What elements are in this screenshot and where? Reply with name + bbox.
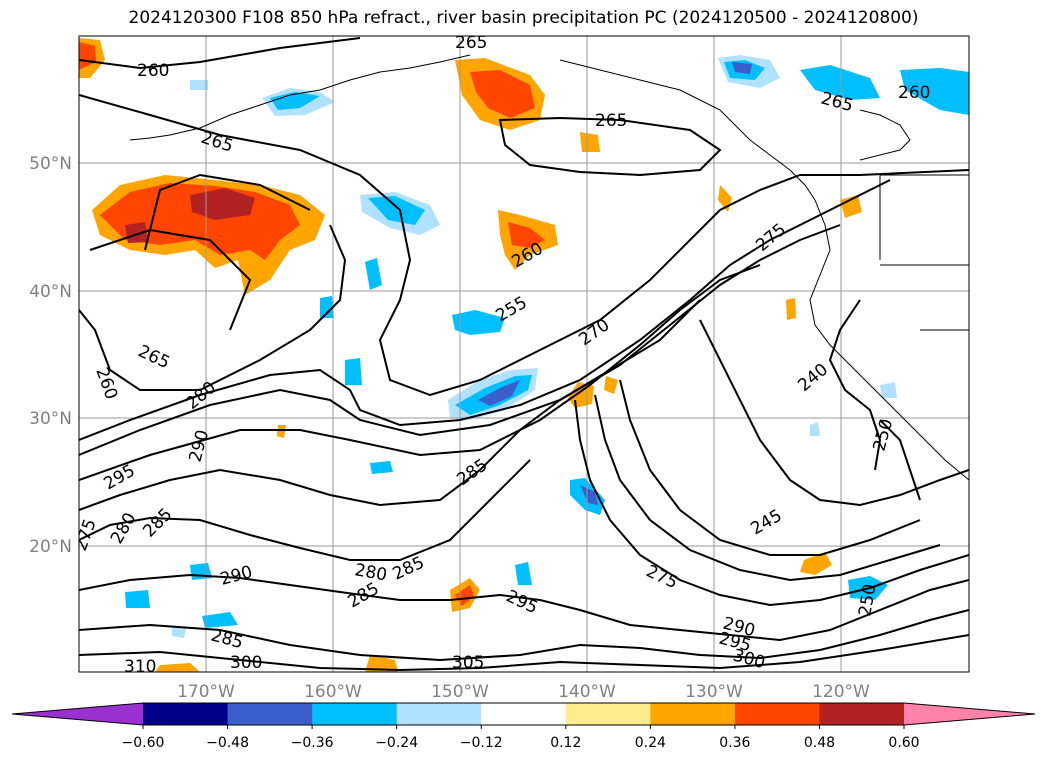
colorbar-segment bbox=[143, 703, 229, 725]
contour-label: 310 bbox=[124, 657, 156, 677]
contour-label: 260 bbox=[137, 61, 169, 81]
colorbar-tick-label: −0.12 bbox=[460, 735, 503, 751]
colorbar-segment bbox=[819, 703, 905, 725]
lon-label: 140°W bbox=[558, 682, 616, 702]
contour-label: 260 bbox=[898, 83, 930, 103]
contour-label: 300 bbox=[230, 653, 262, 673]
colorbar-tick-label: 0.12 bbox=[550, 735, 581, 751]
colorbar-tick-label: 0.24 bbox=[635, 735, 666, 751]
colorbar-segment bbox=[734, 703, 820, 725]
colorbar-tick-label: 0.48 bbox=[804, 735, 835, 751]
colorbar-tick-label: −0.24 bbox=[375, 735, 418, 751]
lat-label: 30°N bbox=[29, 409, 72, 429]
colorbar-tick-label: −0.48 bbox=[206, 735, 249, 751]
contour-label: 265 bbox=[455, 33, 487, 53]
contour-label: 265 bbox=[595, 111, 627, 131]
latitude-labels: 50°N 40°N 30°N 20°N bbox=[29, 154, 72, 557]
refractivity-contours bbox=[79, 37, 969, 672]
map-frame bbox=[78, 35, 970, 673]
lat-label: 20°N bbox=[29, 537, 72, 557]
lon-label: 130°W bbox=[685, 682, 743, 702]
precip-fill bbox=[79, 38, 969, 672]
lon-label: 160°W bbox=[304, 682, 362, 702]
colorbar-tick-label: −0.60 bbox=[122, 735, 165, 751]
colorbar-extend-low bbox=[12, 703, 143, 725]
colorbar-tick-label: 0.36 bbox=[719, 735, 750, 751]
plot-area: 265 260 265 265 260 265 255 270 275 260 … bbox=[79, 33, 969, 677]
longitude-labels: 170°W 160°W 150°W 140°W 130°W 120°W bbox=[177, 682, 870, 702]
lon-label: 170°W bbox=[177, 682, 235, 702]
colorbar: −0.60 −0.48 −0.36 −0.24 −0.12 0.12 0.24 0.36 0.4… bbox=[11, 702, 1036, 751]
colorbar-tick-label: 0.60 bbox=[888, 735, 919, 751]
colorbar-segment bbox=[396, 703, 482, 725]
lat-label: 40°N bbox=[29, 282, 72, 302]
map-title: 2024120300 F108 850 hPa refract., river … bbox=[128, 8, 919, 28]
lat-label: 50°N bbox=[29, 154, 72, 174]
colorbar-extend-high bbox=[904, 703, 1035, 725]
colorbar-segment bbox=[312, 703, 398, 725]
colorbar-segment bbox=[650, 703, 736, 725]
colorbar-tick-label: −0.36 bbox=[291, 735, 334, 751]
contour-labels: 265 260 265 265 260 265 255 270 275 260 … bbox=[79, 33, 930, 677]
colorbar-segment bbox=[227, 703, 313, 725]
colorbar-segment bbox=[481, 703, 567, 725]
graticule bbox=[79, 36, 969, 672]
lon-label: 150°W bbox=[431, 682, 489, 702]
coastlines bbox=[129, 54, 969, 481]
colorbar-segment bbox=[565, 703, 651, 725]
contour-label: 305 bbox=[452, 653, 484, 673]
lon-label: 120°W bbox=[812, 682, 870, 702]
